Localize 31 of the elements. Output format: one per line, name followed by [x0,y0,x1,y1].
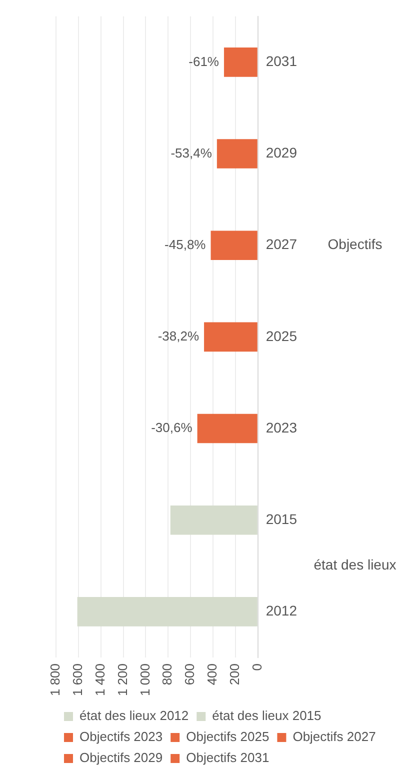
legend-label: Objectifs 2031 [186,750,270,766]
x-tick-label: 0 [249,663,264,671]
annotation: -30,6% [151,420,193,436]
y-tick-label: 2025 [266,328,298,344]
legend-label: Objectifs 2023 [80,729,163,744]
x-tick-label: 600 [182,663,198,686]
y-tick-label: 2031 [266,53,298,70]
annotation: -38,2% [158,328,200,344]
x-tick-label: 1 000 [137,663,152,696]
x-tick-label: 800 [160,663,175,686]
y-tick-label: 2029 [266,144,298,161]
x-tick-label: 1 200 [114,663,130,696]
y-tick-label: 2012 [266,602,298,619]
annotation: -61% [188,54,220,69]
legend-label: état des lieux 2012 [80,708,189,724]
annotation: -53,4% [170,145,212,160]
legend-label: Objectifs 2025 [186,729,270,744]
x-tick-label: 1 800 [48,663,63,696]
x-tick-label: 1 400 [92,663,108,696]
x-tick-label: 1 600 [70,663,86,696]
x-tick-label: 400 [204,663,220,686]
y-tick-label: 2023 [266,419,298,436]
text: Objectifs [328,236,382,252]
legend-label: Objectifs 2027 [292,729,376,744]
y-tick-label: 2015 [266,510,298,527]
legend-label: Objectifs 2029 [80,750,163,766]
legend-label: état des lieux 2015 [212,708,322,724]
x-tick-label: 200 [227,663,242,686]
text: état des lieux [314,556,396,573]
annotation: -45,8% [164,236,206,252]
y-tick-label: 2027 [266,236,298,252]
